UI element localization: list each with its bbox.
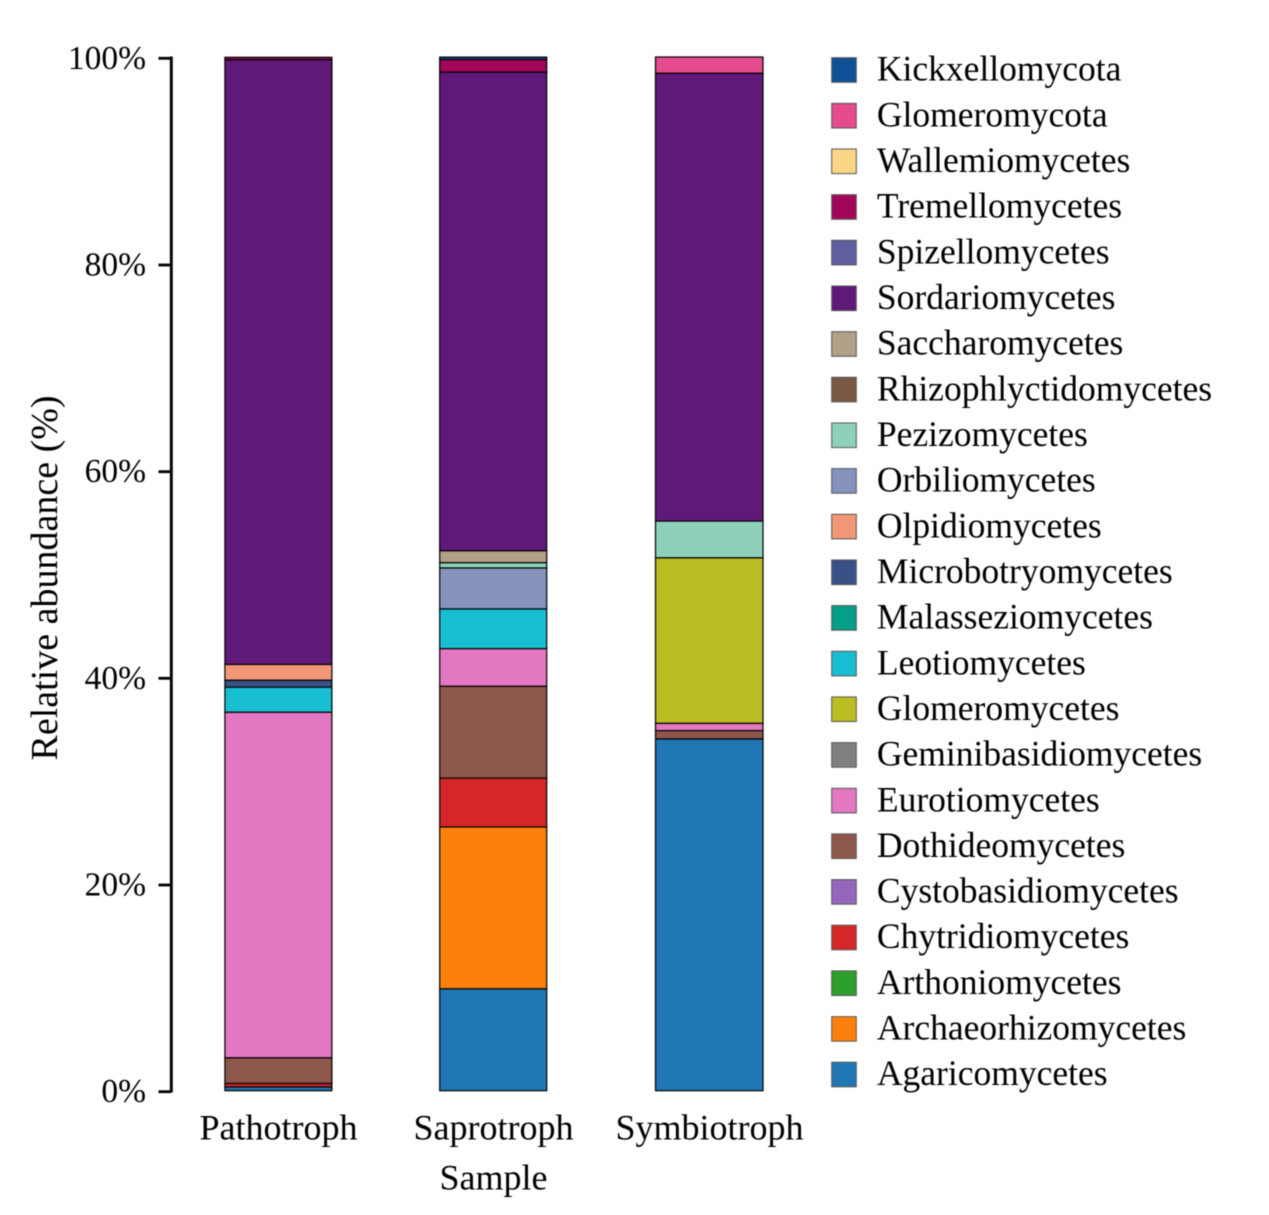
svg-text:Cystobasidiomycetes: Cystobasidiomycetes [877,871,1179,911]
svg-text:Chytridiomycetes: Chytridiomycetes [877,916,1129,956]
svg-text:Saprotroph: Saprotroph [414,1108,574,1148]
svg-text:Saccharomycetes: Saccharomycetes [877,323,1123,363]
svg-text:Pezizomycetes: Pezizomycetes [877,414,1088,454]
svg-text:Sample: Sample [440,1158,548,1198]
svg-text:Leotiomycetes: Leotiomycetes [877,642,1086,682]
svg-text:Arthoniomycetes: Arthoniomycetes [877,962,1122,1002]
svg-text:Eurotiomycetes: Eurotiomycetes [877,779,1100,819]
svg-text:Rhizophlyctidomycetes: Rhizophlyctidomycetes [877,368,1212,408]
svg-text:Agaricomycetes: Agaricomycetes [877,1053,1108,1093]
svg-text:Spizellomycetes: Spizellomycetes [877,231,1110,271]
svg-text:Orbiliomycetes: Orbiliomycetes [877,460,1096,500]
svg-text:40%: 40% [85,660,146,697]
svg-text:80%: 80% [85,247,146,284]
svg-text:Malasseziomycetes: Malasseziomycetes [877,597,1153,637]
svg-text:Olpidiomycetes: Olpidiomycetes [877,505,1102,545]
svg-text:Kickxellomycota: Kickxellomycota [877,49,1122,89]
svg-text:Geminibasidiomycetes: Geminibasidiomycetes [877,734,1202,774]
svg-text:60%: 60% [85,453,146,490]
svg-text:Pathotroph: Pathotroph [200,1108,358,1148]
svg-text:Glomeromycetes: Glomeromycetes [877,688,1120,728]
svg-text:Wallemiomycetes: Wallemiomycetes [877,140,1130,180]
svg-text:20%: 20% [85,867,146,904]
svg-text:100%: 100% [68,40,146,77]
svg-text:Dothideomycetes: Dothideomycetes [877,825,1125,865]
svg-text:Glomeromycota: Glomeromycota [877,94,1108,134]
svg-text:Relative abundance (%): Relative abundance (%) [24,395,66,760]
svg-text:Microbotryomycetes: Microbotryomycetes [877,551,1173,591]
svg-text:Tremellomycetes: Tremellomycetes [877,186,1122,226]
svg-text:Archaeorhizomycetes: Archaeorhizomycetes [877,1008,1186,1048]
svg-text:Sordariomycetes: Sordariomycetes [877,277,1116,317]
svg-text:0%: 0% [101,1073,146,1110]
svg-text:Symbiotroph: Symbiotroph [615,1108,803,1148]
